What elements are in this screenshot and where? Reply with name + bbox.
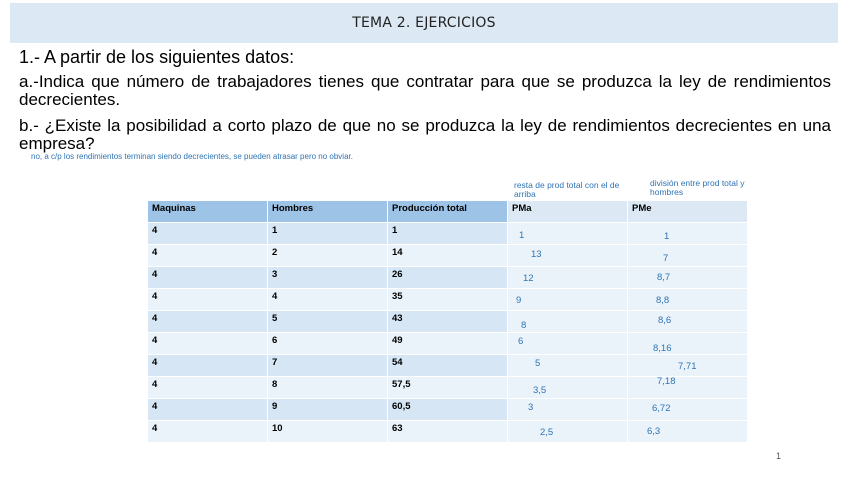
cell-produccion: 54: [388, 355, 507, 376]
cell-produccion: 49: [388, 333, 507, 354]
cell-produccion: 14: [388, 245, 507, 266]
header-pma: PMa: [508, 201, 627, 222]
pme-value: 8,7: [657, 272, 671, 283]
cell-produccion: 26: [388, 267, 507, 288]
cell-hombres: 6: [268, 333, 387, 354]
title-bar: TEMA 2. EJERCICIOS: [10, 3, 838, 43]
header-hombres: Hombres: [268, 201, 387, 222]
cell-pme: [628, 355, 747, 376]
cell-produccion: 43: [388, 311, 507, 332]
pme-value: 8,6: [658, 315, 672, 326]
pma-value: 5: [535, 358, 541, 369]
table-row: 4 6 49: [148, 333, 747, 354]
cell-produccion: 1: [388, 223, 507, 244]
cell-maquinas: 4: [148, 333, 267, 354]
cell-pma: [508, 355, 627, 376]
pme-value: 8,16: [653, 343, 672, 354]
pme-value: 7,71: [678, 361, 697, 372]
question-b: b.- ¿Existe la posibilidad a corto plazo…: [19, 116, 831, 153]
pme-value: 6,3: [647, 426, 661, 437]
pme-value: 8,8: [656, 295, 670, 306]
cell-hombres: 5: [268, 311, 387, 332]
cell-pma: [508, 377, 627, 398]
cell-hombres: 1: [268, 223, 387, 244]
pma-value: 3: [528, 402, 534, 413]
answer-note: no, a c/p los rendimientos terminan sien…: [31, 152, 353, 161]
pma-header-note: resta de prod total con el de arriba: [514, 180, 620, 199]
cell-maquinas: 4: [148, 245, 267, 266]
pma-value: 12: [523, 273, 534, 284]
cell-pma: [508, 245, 627, 266]
header-pme: PMe: [628, 201, 747, 222]
pma-value: 9: [516, 295, 522, 306]
cell-hombres: 3: [268, 267, 387, 288]
cell-pme: [628, 421, 747, 442]
question-a: a.-Indica que número de trabajadores tie…: [19, 72, 831, 109]
header-produccion-total: Producción total: [388, 201, 507, 222]
cell-pma: [508, 311, 627, 332]
table-row: 4 8 57,5: [148, 377, 747, 398]
table-row: 4 4 35: [148, 289, 747, 310]
pma-value: 2,5: [540, 427, 554, 438]
cell-pma: [508, 223, 627, 244]
cell-produccion: 63: [388, 421, 507, 442]
cell-maquinas: 4: [148, 223, 267, 244]
pme-header-note: división entre prod total y hombres: [650, 178, 745, 197]
pma-value: 3,5: [533, 385, 547, 396]
cell-maquinas: 4: [148, 399, 267, 420]
cell-pma: [508, 421, 627, 442]
cell-maquinas: 4: [148, 355, 267, 376]
pme-value: 7: [663, 253, 669, 264]
table-row: 4 9 60,5: [148, 399, 747, 420]
cell-hombres: 10: [268, 421, 387, 442]
cell-pma: [508, 289, 627, 310]
header-maquinas: Maquinas: [148, 201, 267, 222]
cell-maquinas: 4: [148, 267, 267, 288]
pma-value: 8: [521, 320, 527, 331]
production-table: Maquinas Hombres Producción total PMa PM…: [147, 200, 748, 443]
cell-pme: [628, 223, 747, 244]
pme-value: 7,18: [657, 376, 676, 387]
cell-pme: [628, 289, 747, 310]
cell-pme: [628, 311, 747, 332]
cell-pma: [508, 333, 627, 354]
cell-pme: [628, 245, 747, 266]
cell-hombres: 2: [268, 245, 387, 266]
cell-pme: [628, 333, 747, 354]
slide-title: TEMA 2. EJERCICIOS: [352, 15, 496, 31]
table-row: 4 3 26: [148, 267, 747, 288]
cell-maquinas: 4: [148, 289, 267, 310]
cell-hombres: 8: [268, 377, 387, 398]
cell-produccion: 57,5: [388, 377, 507, 398]
table-header-row: Maquinas Hombres Producción total PMa PM…: [148, 201, 747, 222]
cell-hombres: 4: [268, 289, 387, 310]
pma-value: 13: [531, 249, 542, 260]
exercise-intro: 1.- A partir de los siguientes datos:: [19, 47, 295, 67]
cell-hombres: 9: [268, 399, 387, 420]
cell-maquinas: 4: [148, 377, 267, 398]
pma-value: 1: [519, 230, 525, 241]
table-row: 4 2 14: [148, 245, 747, 266]
cell-pma: [508, 399, 627, 420]
pme-value: 6,72: [652, 403, 671, 414]
table-row: 4 5 43: [148, 311, 747, 332]
cell-produccion: 60,5: [388, 399, 507, 420]
cell-maquinas: 4: [148, 421, 267, 442]
cell-produccion: 35: [388, 289, 507, 310]
pme-value: 1: [664, 231, 670, 242]
cell-maquinas: 4: [148, 311, 267, 332]
table-row: 4 7 54: [148, 355, 747, 376]
cell-pme: [628, 267, 747, 288]
pma-value: 6: [518, 336, 524, 347]
cell-pma: [508, 267, 627, 288]
page-number: 1: [776, 451, 782, 461]
table-row: 4 10 63: [148, 421, 747, 442]
cell-pme: [628, 399, 747, 420]
table-row: 4 1 1: [148, 223, 747, 244]
cell-pme: [628, 377, 747, 398]
cell-hombres: 7: [268, 355, 387, 376]
